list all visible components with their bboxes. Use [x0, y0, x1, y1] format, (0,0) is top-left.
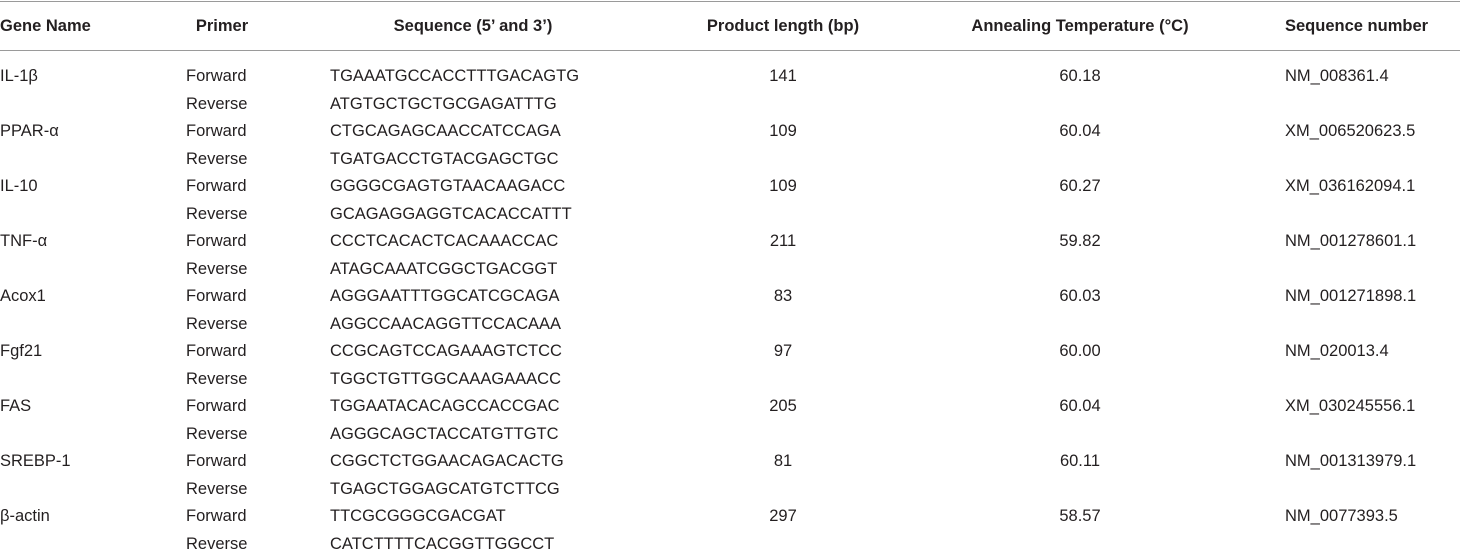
primer-direction: Forward — [186, 232, 247, 250]
primer-sequence: TGAAATGCCACCTTTGACAGTG — [330, 67, 580, 85]
annealing-temperature: 60.18 — [1059, 67, 1101, 85]
primer-sequence: CTGCAGAGCAACCATCCAGA — [330, 122, 561, 140]
gene-name: Acox1 — [0, 287, 46, 305]
primer-sequence: CCGCAGTCCAGAAAGTCTCC — [330, 342, 562, 360]
primer-sequence: TGATGACCTGTACGAGCTGC — [330, 149, 559, 168]
annealing-temperature: 60.27 — [1059, 177, 1101, 195]
primer-direction: Forward — [186, 507, 247, 525]
sequence-number: NM_001271898.1 — [1285, 287, 1417, 305]
product-length: 109 — [769, 122, 797, 140]
primer-direction: Forward — [186, 177, 247, 195]
sequence-number: NM_0077393.5 — [1285, 507, 1398, 525]
product-length: 83 — [773, 287, 793, 305]
column-header: Sequence number — [1285, 17, 1429, 35]
primer-direction: Reverse — [186, 259, 248, 278]
primer-direction: Reverse — [186, 149, 248, 168]
primer-direction: Reverse — [186, 204, 248, 223]
sequence-number: NM_008361.4 — [1285, 67, 1389, 85]
primer-sequence: CATCTTTTCACGGTTGGCCT — [330, 534, 555, 553]
product-length: 205 — [769, 397, 797, 415]
sequence-number: XM_006520623.5 — [1285, 122, 1416, 140]
product-length: 109 — [769, 177, 797, 195]
primer-direction: Forward — [186, 122, 247, 140]
product-length: 81 — [773, 452, 793, 470]
annealing-temperature: 60.00 — [1059, 342, 1101, 360]
annealing-temperature: 60.04 — [1059, 122, 1101, 140]
primer-sequence: GCAGAGGAGGTCACACCATTT — [330, 204, 572, 223]
primer-direction: Forward — [186, 452, 247, 470]
gene-name: SREBP-1 — [0, 452, 71, 470]
primer-sequence: TTCGCGGGCGACGAT — [330, 507, 506, 525]
primer-sequence: ATAGCAAATCGGCTGACGGT — [330, 259, 558, 278]
primer-direction: Reverse — [186, 314, 248, 333]
primer-direction: Reverse — [186, 94, 248, 113]
primer-direction: Forward — [186, 67, 247, 85]
primer-direction: Reverse — [186, 534, 248, 553]
primer-sequence: TGGAATACACAGCCACCGAC — [330, 397, 560, 415]
primer-direction: Forward — [186, 287, 247, 305]
product-length: 141 — [769, 67, 797, 85]
product-length: 97 — [773, 342, 793, 360]
primer-sequence: ATGTGCTGCTGCGAGATTTG — [330, 94, 557, 113]
sequence-number: XM_030245556.1 — [1285, 397, 1416, 415]
column-header: Product length (bp) — [706, 17, 860, 35]
primer-sequence: AGGGAATTTGGCATCGCAGA — [330, 287, 560, 305]
header-rule — [0, 50, 1460, 51]
primer-sequence: CCCTCACACTCACAAACCAC — [330, 232, 559, 250]
gene-name: PPAR-α — [0, 122, 59, 140]
gene-name: IL-10 — [0, 177, 38, 195]
primer-direction: Forward — [186, 342, 247, 360]
primer-sequence: AGGGCAGCTACCATGTTGTC — [330, 424, 559, 443]
annealing-temperature: 60.03 — [1059, 287, 1101, 305]
sequence-number: XM_036162094.1 — [1285, 177, 1416, 195]
primer-sequence: TGAGCTGGAGCATGTCTTCG — [330, 479, 560, 498]
sequence-number: NM_001278601.1 — [1285, 232, 1417, 250]
annealing-temperature: 60.11 — [1059, 452, 1101, 470]
sequence-number: NM_001313979.1 — [1285, 452, 1417, 470]
primer-sequence: TGGCTGTTGGCAAAGAAACC — [330, 369, 562, 388]
column-header: Gene Name — [0, 17, 91, 35]
column-header: Sequence (5’ and 3’) — [393, 17, 553, 35]
primer-direction: Reverse — [186, 369, 248, 388]
column-header: Annealing Temperature (°C) — [971, 17, 1189, 35]
primer-direction: Forward — [186, 397, 247, 415]
top-rule — [0, 1, 1460, 2]
primer-sequence: GGGGCGAGTGTAACAAGACC — [330, 177, 566, 195]
primer-sequence: AGGCCAACAGGTTCCACAAA — [330, 314, 562, 333]
annealing-temperature: 58.57 — [1059, 507, 1101, 525]
primer-sequence: CGGCTCTGGAACAGACACTG — [330, 452, 564, 470]
primer-direction: Reverse — [186, 424, 248, 443]
gene-name: IL-1β — [0, 67, 38, 85]
gene-name: FAS — [0, 397, 32, 415]
primer-direction: Reverse — [186, 479, 248, 498]
annealing-temperature: 59.82 — [1059, 232, 1101, 250]
gene-name: Fgf21 — [0, 342, 43, 360]
column-header: Primer — [195, 17, 249, 35]
product-length: 297 — [769, 507, 797, 525]
gene-name: TNF-α — [0, 232, 48, 250]
product-length: 211 — [769, 232, 797, 250]
sequence-number: NM_020013.4 — [1285, 342, 1389, 360]
annealing-temperature: 60.04 — [1059, 397, 1101, 415]
gene-name: β-actin — [0, 507, 50, 525]
